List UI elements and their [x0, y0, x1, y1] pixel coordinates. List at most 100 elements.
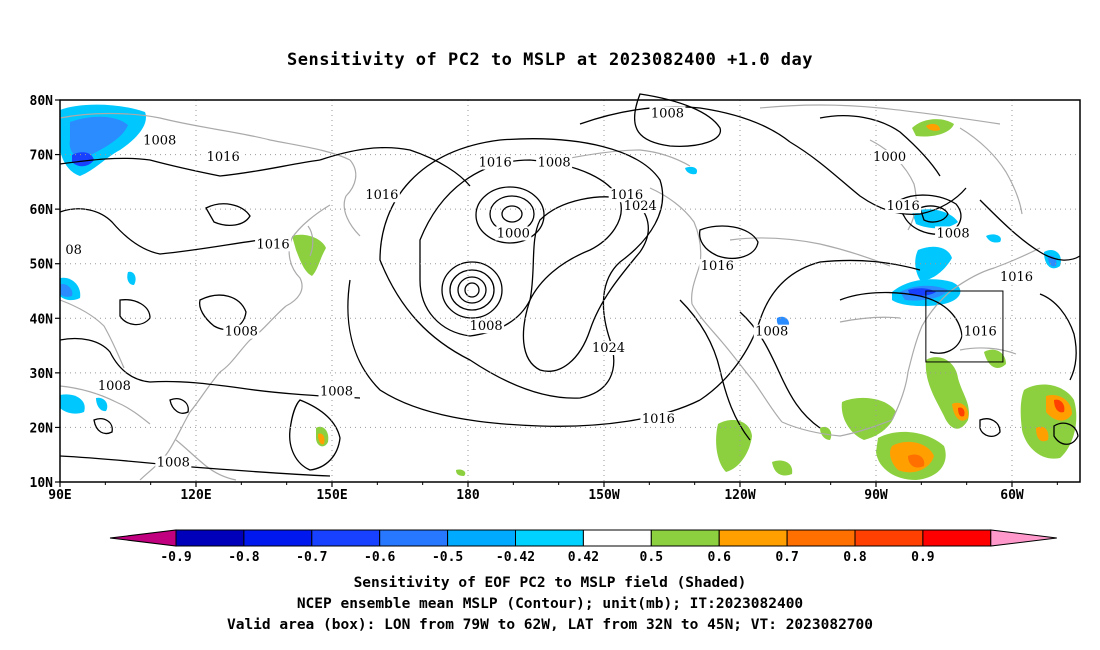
caption-line-2: NCEP ensemble mean MSLP (Contour); unit(… [296, 596, 804, 612]
contour-label-bg [536, 155, 573, 170]
colorbar-label: 0.6 [707, 550, 731, 565]
lat-tick-label: 10N [30, 476, 54, 491]
captions: Sensitivity of EOF PC2 to MSLP field (Sh… [0, 573, 1100, 636]
contour-label-bg [935, 226, 972, 241]
contour-label-bg [640, 411, 677, 426]
colorbar-swatch [922, 529, 992, 547]
contour-label: 1016 [642, 412, 675, 427]
colorbar-label: -0.8 [228, 550, 259, 565]
contour-label: 1000 [873, 150, 906, 165]
colorbar-swatch [311, 529, 381, 547]
colorbar-max-arrow [990, 529, 1057, 547]
sensitivity-shading [60, 104, 1077, 480]
contour-label-bg [255, 237, 292, 252]
contour-label: 1016 [701, 259, 734, 274]
contour-label: 08 [65, 243, 82, 258]
contour-label-bg [699, 259, 736, 274]
contour-label: 1008 [157, 456, 190, 471]
contour-label: 1016 [479, 155, 512, 170]
contour-label-bg [205, 150, 242, 165]
contour-label-bg [590, 341, 627, 356]
caption-line-1: Sensitivity of EOF PC2 to MSLP field (Sh… [353, 575, 747, 591]
contour-label-bg [223, 324, 260, 339]
map-title: Sensitivity of PC2 to MSLP at 2023082400… [286, 50, 813, 70]
contour-label: 1008 [937, 226, 970, 241]
colorbar-swatch [718, 529, 788, 547]
contour-label: 1016 [207, 150, 240, 165]
contour-label: 1016 [365, 188, 398, 203]
colorbar-swatch [379, 529, 449, 547]
colorbar-label: 0.9 [911, 550, 934, 565]
lat-tick-label: 50N [30, 258, 54, 273]
contour-label-bg [622, 199, 659, 214]
contour-label: 1016 [257, 237, 290, 252]
lat-tick-label: 80N [30, 94, 54, 109]
colorbar-swatch [515, 529, 584, 547]
lon-tick-label: 180 [456, 488, 480, 503]
contour-label-bg [63, 242, 84, 257]
contour-label: 1024 [592, 341, 625, 356]
lon-tick-label: 120W [724, 488, 755, 503]
colorbar-label: -0.6 [364, 550, 395, 565]
colorbar-label: -0.5 [432, 550, 463, 565]
contour-label: 1008 [98, 379, 131, 394]
plot-area: 1008 1016 1016 1016 08 1008 1008 1008 1008 1016 10… [59, 93, 1081, 483]
valid-area-box [925, 290, 1004, 363]
colorbar-label: 0.7 [775, 550, 798, 565]
lon-tick-label: 90W [864, 488, 888, 503]
lat-tick-label: 20N [30, 421, 54, 436]
lon-tick-label: 90E [48, 488, 71, 503]
colorbar-swatch [447, 529, 517, 547]
colorbar-swatch [854, 529, 924, 547]
contour-label-bg [468, 319, 505, 334]
contour-label: 1000 [497, 226, 530, 241]
contour-label: 1016 [887, 199, 920, 214]
contour-label-bg [871, 150, 908, 165]
lat-tick-label: 40N [30, 312, 54, 327]
colorbar-label: 0.5 [640, 550, 663, 565]
contour-label-bg [885, 199, 922, 214]
lat-tick-label: 70N [30, 149, 54, 164]
lon-tick-label: 150W [588, 488, 619, 503]
contour-label: 1024 [624, 199, 657, 214]
contour-label: 1008 [143, 134, 176, 149]
lat-tick-label: 30N [30, 367, 54, 382]
contour-label-bg [649, 106, 686, 121]
colorbar-label: 0.42 [568, 550, 599, 565]
colorbar: -0.9 -0.8 -0.7 -0.6 -0.5 -0.42 0.42 0.5 0.6 0.7 0.… [109, 529, 1057, 565]
colorbar-label: -0.7 [296, 550, 327, 565]
contour-label: 1008 [651, 106, 684, 121]
colorbar-swatch [175, 529, 245, 547]
contour-label-bg [363, 188, 400, 203]
contour-label: 1008 [755, 325, 788, 340]
colorbar-swatch [582, 529, 652, 547]
contour-label-bg [495, 226, 532, 241]
contour-label-bg [96, 379, 133, 394]
contour-labels: 1008 1016 1016 1016 08 1008 1008 1008 1008 1016 10… [63, 106, 1035, 471]
map-frame [59, 99, 1081, 483]
contour-label: 1016 [1000, 270, 1033, 285]
contour-label: 1008 [320, 385, 353, 400]
contour-label-bg [608, 188, 645, 203]
contour-label-bg [998, 270, 1035, 285]
colorbar-swatch [243, 529, 313, 547]
colorbar-min-arrow [109, 529, 177, 547]
colorbar-label: -0.9 [160, 550, 191, 565]
colorbar-label: -0.42 [496, 550, 535, 565]
contour-label: 1008 [225, 325, 258, 340]
colorbar-label: 0.8 [843, 550, 867, 565]
colorbar-swatch [786, 529, 856, 547]
colorbar-swatch [650, 529, 720, 547]
contour-label-bg [477, 155, 514, 170]
map-axes: 10N 20N 30N 40N 50N 60N 70N 80N 90E 120E 150E 180 15… [30, 94, 1058, 503]
contour-label-bg [318, 384, 355, 399]
contour-label-bg [155, 455, 192, 470]
contour-label-bg [141, 133, 178, 148]
contour-label: 1016 [964, 325, 997, 340]
lon-tick-label: 120E [180, 488, 211, 503]
contour-label-bg [962, 324, 999, 339]
lat-tick-label: 60N [30, 203, 54, 218]
contour-label-bg [753, 324, 790, 339]
contour-label: 1008 [470, 319, 503, 334]
